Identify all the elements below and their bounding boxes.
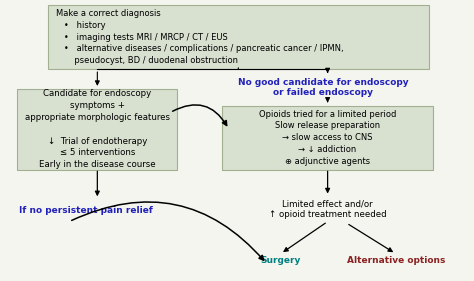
FancyBboxPatch shape (48, 5, 428, 69)
FancyBboxPatch shape (222, 106, 433, 170)
FancyBboxPatch shape (18, 89, 177, 170)
Text: Make a correct diagnosis
   •   history
   •   imaging tests MRI / MRCP / CT / E: Make a correct diagnosis • history • ima… (56, 9, 344, 65)
Text: Opioids tried for a limited period
Slow release preparation
→ slow access to CNS: Opioids tried for a limited period Slow … (259, 110, 396, 166)
Text: Candidate for endoscopy
symptoms +
appropriate morphologic features

↓  Trial of: Candidate for endoscopy symptoms + appro… (25, 89, 170, 169)
Text: Limited effect and/or
↑ opioid treatment needed: Limited effect and/or ↑ opioid treatment… (269, 199, 386, 219)
Text: If no persistent pain relief: If no persistent pain relief (18, 206, 153, 215)
Text: Surgery: Surgery (260, 256, 301, 265)
Text: No good candidate for endoscopy
or failed endoscopy: No good candidate for endoscopy or faile… (237, 78, 408, 97)
Text: Alternative options: Alternative options (346, 256, 445, 265)
